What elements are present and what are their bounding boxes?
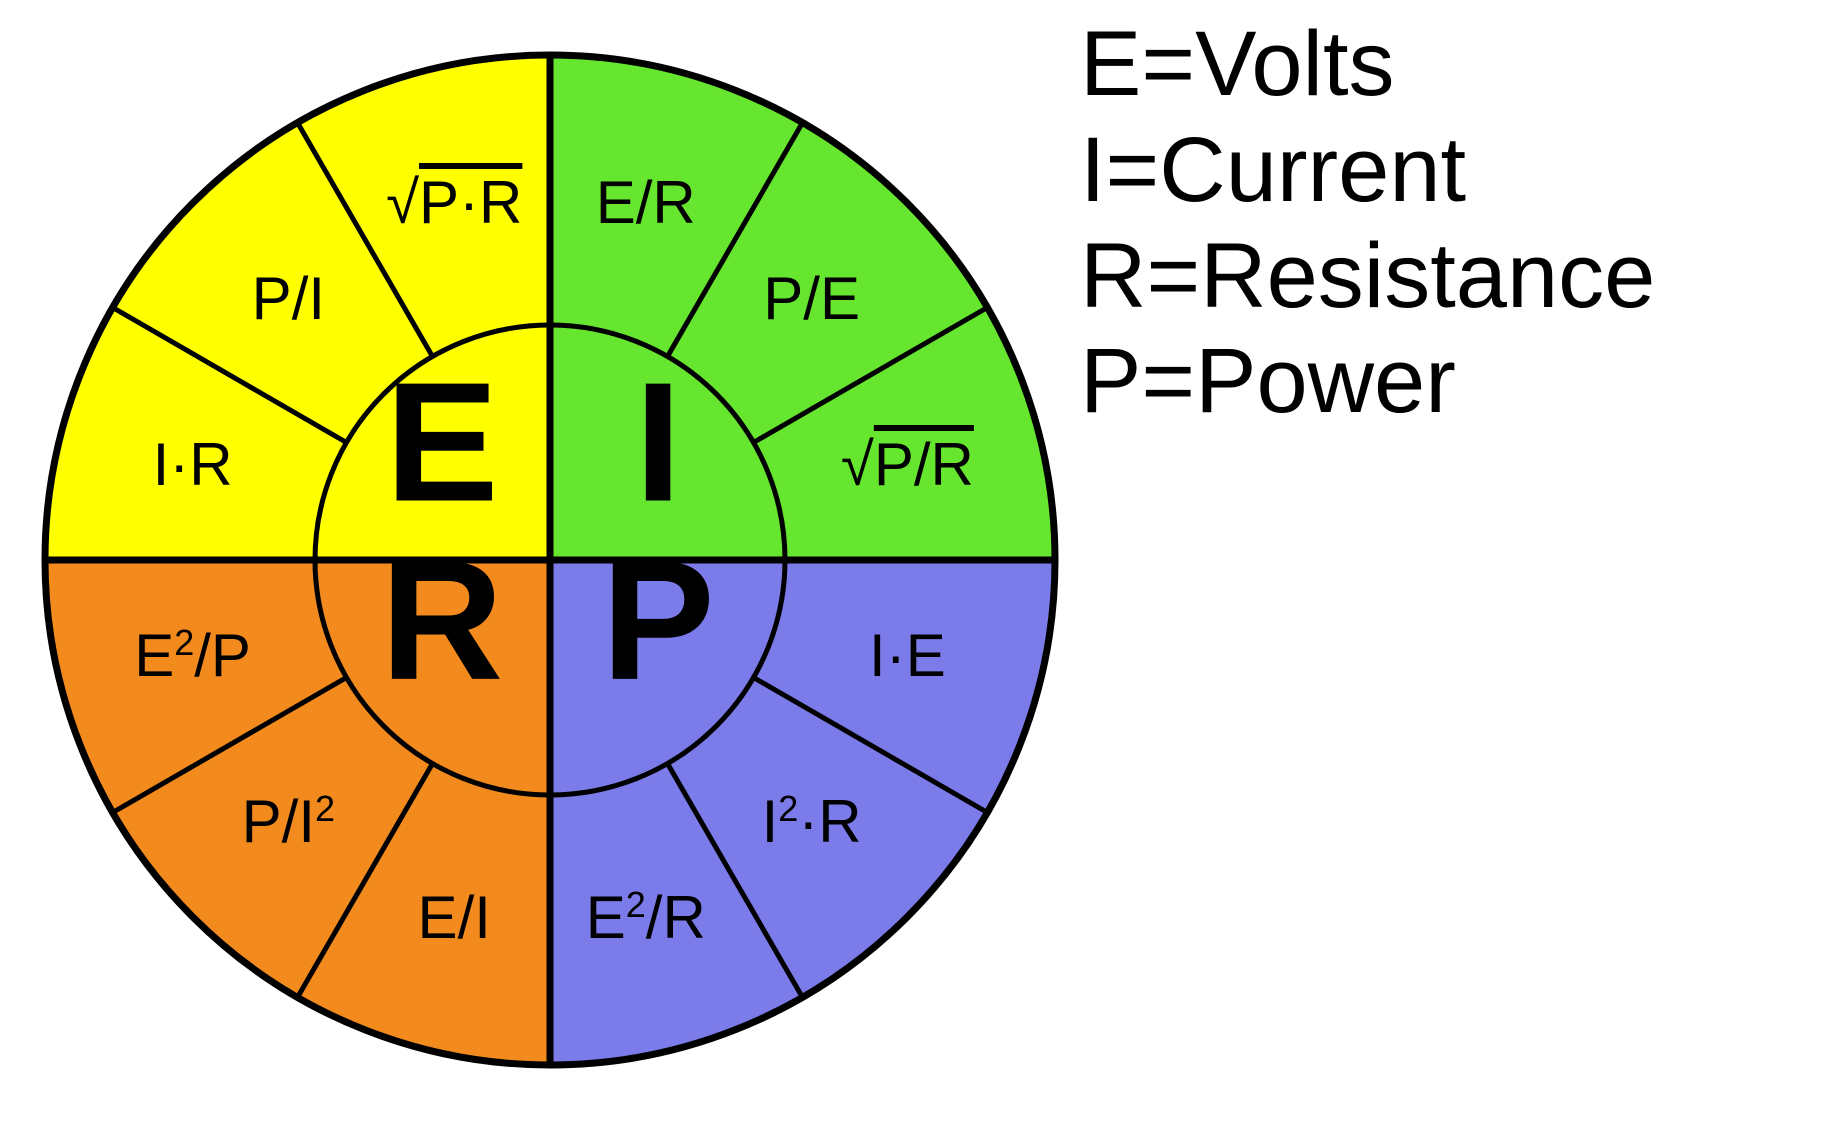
- formula-wheel: EIPR I·R P/I √P·R E/R P/E √P/R I·E I2·R E2/R E/I P/…: [38, 48, 1062, 1072]
- formula-text: √P·R: [386, 168, 522, 237]
- formula-text: I·R: [153, 430, 233, 499]
- formula-text: I2·R: [762, 787, 862, 856]
- formula-cell: E2/P: [63, 601, 323, 711]
- formula-text: E2/R: [586, 883, 706, 952]
- formula-cell: E/I: [324, 862, 584, 972]
- formula-cell: P/I2: [158, 767, 418, 877]
- formula-cell: P/I: [158, 243, 418, 353]
- formula-text: P/E: [763, 264, 860, 333]
- stage: EIPR I·R P/I √P·R E/R P/E √P/R I·E I2·R E2/R E/I P/…: [0, 0, 1830, 1121]
- formula-cell: I·E: [777, 601, 1037, 711]
- center-label-P: P: [601, 526, 714, 716]
- formula-text: E/I: [418, 883, 491, 952]
- formula-cell: I·R: [63, 409, 323, 519]
- formula-text: √P/R: [841, 430, 974, 499]
- formula-cell: I2·R: [682, 767, 942, 877]
- formula-cell: P/E: [682, 243, 942, 353]
- formula-cell: √P/R: [777, 409, 1037, 519]
- legend-entry: R=Resistance: [1080, 224, 1655, 330]
- legend-entry: E=Volts: [1080, 12, 1655, 118]
- formula-text: I·E: [869, 621, 946, 690]
- legend-entry: I=Current: [1080, 118, 1655, 224]
- center-label-E: E: [385, 348, 498, 538]
- legend-entry: P=Power: [1080, 329, 1655, 435]
- formula-text: E2/P: [134, 621, 251, 690]
- formula-cell: E/R: [516, 148, 776, 258]
- center-label-I: I: [634, 348, 681, 538]
- center-label-R: R: [381, 526, 504, 716]
- formula-text: E/R: [596, 168, 696, 237]
- legend: E=VoltsI=CurrentR=ResistanceP=Power: [1080, 12, 1655, 435]
- formula-text: P/I: [252, 264, 325, 333]
- formula-text: P/I2: [242, 787, 335, 856]
